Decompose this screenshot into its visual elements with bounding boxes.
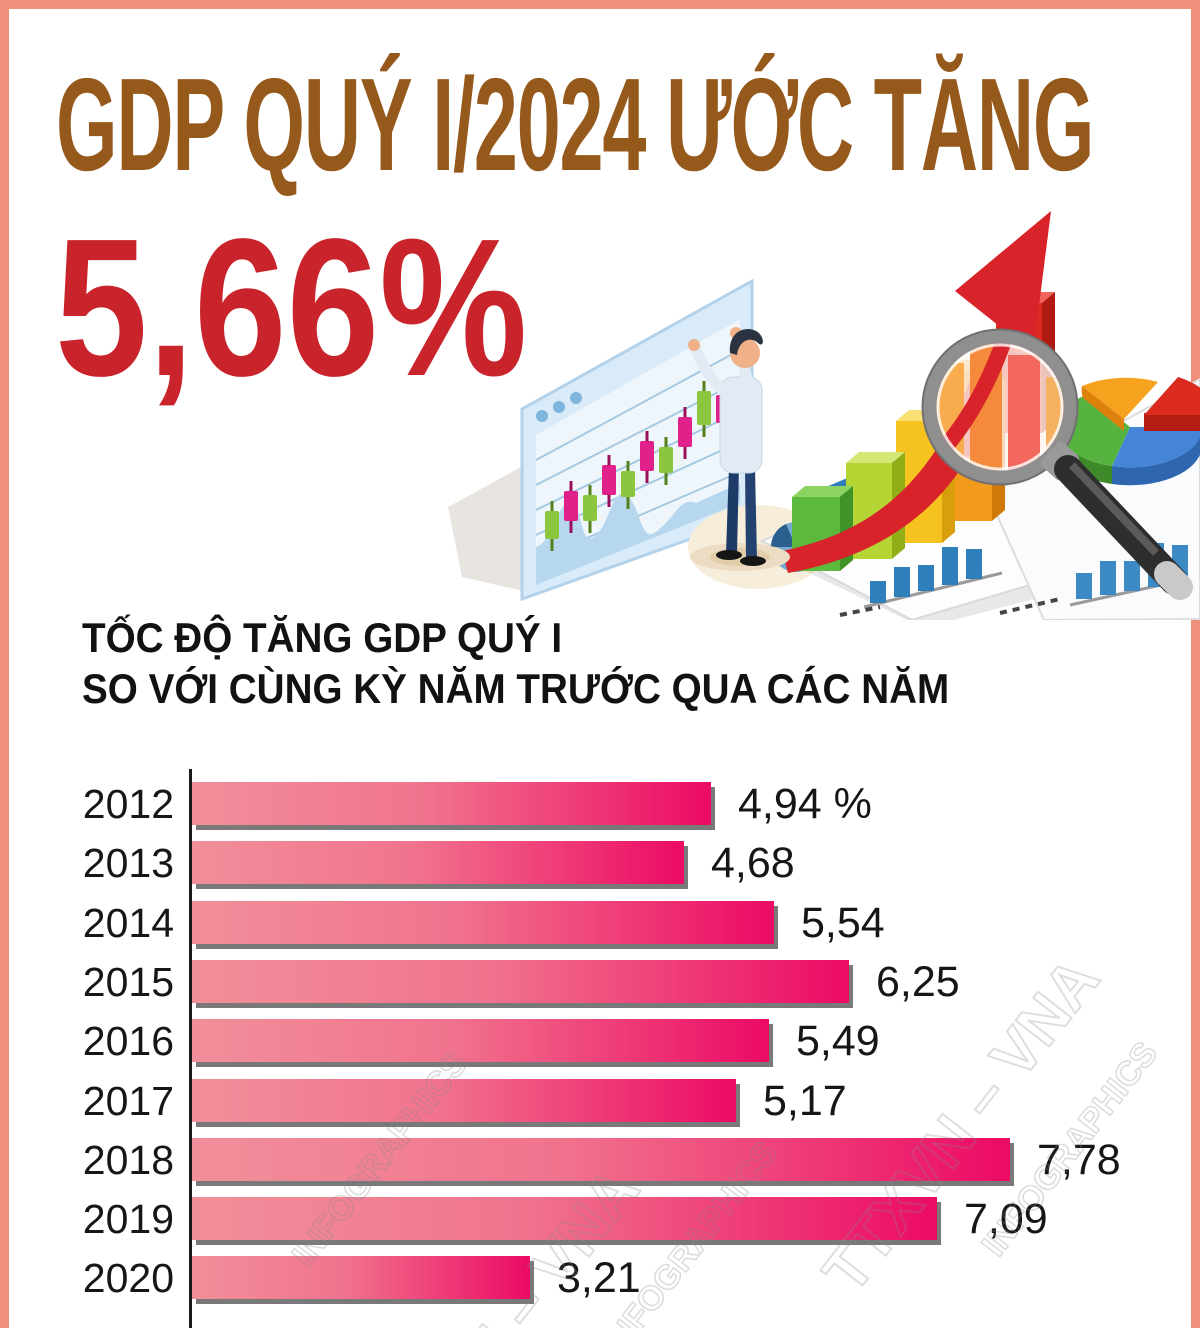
chart-row: 2015 6,25 (0, 957, 1200, 1007)
year-label: 2014 (82, 899, 174, 946)
chart-subtitle: TỐC ĐỘ TĂNG GDP QUÝ I SO VỚI CÙNG KỲ NĂM… (82, 612, 949, 714)
value-label: 5,49 (796, 1017, 880, 1066)
chart-row: 2016 5,49 (0, 1016, 1200, 1066)
chart-row: 2020 3,21 (0, 1253, 1200, 1303)
value-bar (192, 1197, 937, 1241)
year-label: 2019 (82, 1196, 174, 1243)
value-label: 7,09 (964, 1195, 1048, 1244)
chart-row: 2017 5,17 (0, 1076, 1200, 1126)
chart-subtitle-line2: SO VỚI CÙNG KỲ NĂM TRƯỚC QUA CÁC NĂM (82, 665, 950, 713)
year-label: 2020 (82, 1255, 174, 1302)
value-label: 6,25 (876, 957, 960, 1006)
value-label: 4,94 % (738, 780, 872, 828)
chart-row: 2013 4,68 (0, 838, 1200, 888)
value-label: 5,54 (801, 898, 885, 947)
year-label: 2013 (82, 840, 174, 887)
person-analyst-icon (688, 327, 790, 571)
chart-row: 2019 7,09 (0, 1194, 1200, 1244)
screen-shadow (448, 461, 532, 593)
value-label: 3,21 (557, 1254, 641, 1303)
value-bar (192, 959, 849, 1003)
value-bar (192, 782, 711, 825)
chart-row: 2014 5,54 (0, 898, 1200, 948)
bar-chart: 2012 4,94 % 2013 4,68 2014 5,54 2015 6,25 2016 5,… (0, 755, 1200, 1328)
magnifier-icon (921, 328, 1193, 600)
chart-axis (189, 769, 192, 1328)
year-label: 2017 (82, 1077, 174, 1124)
chart-subtitle-line1: TỐC ĐỘ TĂNG GDP QUÝ I (82, 614, 563, 661)
value-bar (192, 841, 684, 885)
year-label: 2016 (82, 1018, 174, 1065)
hero-illustration (448, 211, 1200, 620)
value-bar (192, 1256, 530, 1300)
value-bar (192, 900, 774, 944)
value-bar (192, 1078, 736, 1122)
value-label: 4,68 (711, 839, 795, 888)
value-bar (192, 1019, 769, 1063)
year-label: 2012 (82, 781, 174, 827)
year-label: 2015 (82, 958, 174, 1005)
value-bar (192, 1137, 1010, 1181)
chart-row: 2018 7,78 (0, 1135, 1200, 1185)
page-title: GDP QUÝ I/2024 ƯỚC TĂNG (56, 51, 1094, 198)
headline-value: 5,66% (55, 198, 528, 417)
year-label: 2018 (82, 1136, 174, 1183)
chart-row: 2012 4,94 % (0, 779, 1200, 829)
candlestick-chart-screen-icon (520, 278, 754, 602)
value-label: 5,17 (763, 1076, 847, 1125)
value-label: 7,78 (1037, 1135, 1121, 1184)
